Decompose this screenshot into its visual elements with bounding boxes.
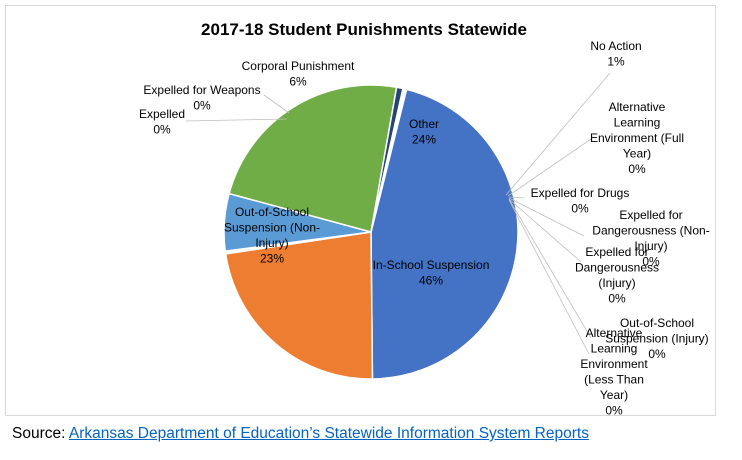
slice-label-text: Alternative	[609, 100, 666, 114]
slice-pct-text: 0%	[571, 202, 589, 216]
leader-expelled-for-dangerousness-injury	[508, 198, 582, 263]
leader-lines	[185, 72, 611, 355]
pie-slices	[223, 84, 519, 380]
slice-label-text: Year)	[623, 147, 651, 161]
slice-label-text: Other	[409, 117, 439, 131]
label-no-action: No Action 1%	[590, 39, 641, 69]
label-expelled-for-drugs: Expelled for Drugs 0%	[531, 186, 630, 216]
slice-label-text: Corporal Punishment	[242, 59, 355, 73]
leader-expelled-for-drugs	[508, 196, 525, 199]
label-alternative-learning-environment-full-year: Alternative Learning Environment (Full Year…	[590, 100, 684, 176]
slice-label-text: Out-of-School	[235, 205, 309, 219]
label-expelled-for-dangerousness-injury: Expelled for Dangerousness (Injury) 0%	[575, 245, 659, 306]
leader-alternative-learning-environment-full-year	[507, 138, 592, 197]
slice-label-text: No Action	[590, 39, 641, 53]
slice-pct-text: 23%	[260, 252, 284, 266]
slice-pct-text: 0%	[648, 347, 666, 361]
pie-chart: 2017-18 Student Punishments Statewide In…	[139, 20, 710, 417]
slice-label-text: Expelled for Weapons	[143, 83, 260, 97]
leader-expelled-for-weapons	[263, 94, 290, 114]
slice-label-text: Expelled for	[619, 208, 682, 222]
leader-expelled	[185, 118, 288, 122]
slice-pct-text: 24%	[412, 133, 436, 147]
slice-pct-text: 0%	[193, 99, 211, 113]
chart-title: 2017-18 Student Punishments Statewide	[201, 20, 527, 39]
slice-label-text: (Less Than	[584, 373, 644, 387]
slice-out-of-school-suspension-non-injury	[224, 231, 374, 380]
slice-label-text: Suspension (Non-	[224, 221, 320, 235]
slice-label-text: Suspension (Injury)	[605, 332, 708, 346]
slice-alternative-learning-environment-less-than-year	[370, 88, 408, 233]
slice-label-text: Out-of-School	[620, 316, 694, 330]
slice-label-text: Dangerousness (Non-	[592, 224, 709, 238]
label-expelled-for-weapons: Expelled for Weapons 0%	[143, 83, 260, 113]
slice-pct-text: 46%	[419, 274, 443, 288]
source-link[interactable]: Arkansas Department of Education’s State…	[68, 425, 589, 442]
chart-frame: 2017-18 Student Punishments Statewide In…	[5, 5, 716, 417]
slice-pct-text: 0%	[608, 292, 626, 306]
slice-pct-text: 1%	[607, 55, 625, 69]
source-line: Source: Arkansas Department of Education…	[12, 425, 589, 443]
label-in-school-suspension: In-School Suspension 46%	[373, 258, 490, 288]
label-expelled-for-dangerousness-non-injury: Expelled for Dangerousness (Non-Injury) 0%	[592, 208, 709, 269]
slice-pct-text: 6%	[289, 75, 307, 89]
source-prefix: Source:	[12, 425, 69, 442]
slice-pct-text: 0%	[642, 255, 660, 269]
slice-label-text: In-School Suspension	[373, 258, 490, 272]
slice-label-text: Learning	[591, 342, 638, 356]
slice-in-school-suspension	[370, 88, 519, 380]
slice-label-text: Expelled for	[585, 245, 648, 259]
slice-label-text: Expelled for Drugs	[531, 186, 630, 200]
slice-label-text: Year)	[600, 388, 628, 402]
slice-label-text: Environment	[580, 357, 648, 371]
slice-labels: In-School Suspension 46% Out-of-School Susp…	[139, 39, 710, 417]
leader-out-of-school-suspension-injury	[508, 198, 592, 339]
slice-label-text: (Injury)	[598, 276, 635, 290]
slice-label-text: Injury)	[255, 236, 288, 250]
label-out-of-school-suspension-injury: Out-of-School Suspension (Injury) 0%	[605, 316, 708, 361]
slice-label-text: Expelled	[139, 107, 185, 121]
slice-pct-text: 0%	[153, 123, 171, 137]
label-other: Other 24%	[409, 117, 439, 147]
slice-label-text: Dangerousness	[575, 261, 659, 275]
slice-label-text: Environment (Full	[590, 131, 684, 145]
label-out-of-school-suspension-non-injury: Out-of-School Suspension (Non-Injury) 23%	[224, 205, 320, 266]
leader-expelled-for-dangerousness-non-injury	[508, 197, 585, 237]
slice-label-text: Alternative	[586, 326, 643, 340]
leader-no-action	[505, 72, 611, 196]
slice-label-text: Learning	[614, 116, 661, 130]
slice-label-text: Injury)	[634, 239, 667, 253]
label-corporal-punishment: Corporal Punishment 6%	[242, 59, 355, 89]
label-alternative-learning-environment-less-than-year: Alternative Learning Environment (Less Than…	[580, 326, 648, 417]
slice-pct-text: 0%	[605, 404, 623, 418]
leader-alternative-learning-environment-less-than-year	[508, 199, 590, 355]
slice-other	[228, 84, 398, 233]
label-expelled: Expelled 0%	[139, 107, 185, 137]
slice-pct-text: 0%	[628, 162, 646, 176]
